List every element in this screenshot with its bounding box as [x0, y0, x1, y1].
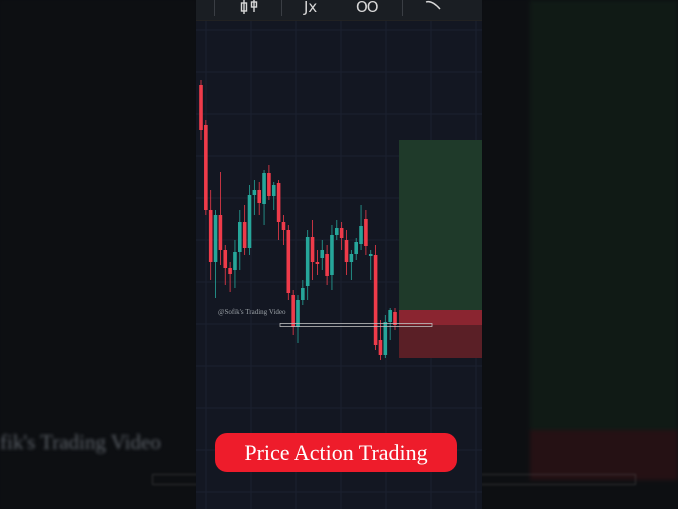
- candle-down: [339, 228, 344, 238]
- blurred-stop-zone: [530, 430, 678, 480]
- candle-down: [291, 295, 295, 327]
- candle-down: [242, 222, 247, 248]
- background-watermark: fik's Trading Video: [0, 430, 161, 454]
- fx-indicators-icon[interactable]: Jx: [304, 0, 318, 16]
- chart-toolbar: Jx OO: [196, 0, 482, 21]
- candle-down: [281, 222, 286, 230]
- candle-up: [296, 300, 300, 327]
- candlestick-chart: [196, 20, 482, 509]
- candle-up: [349, 254, 354, 262]
- candle-down: [208, 210, 213, 262]
- toolbar-divider: [281, 0, 282, 16]
- toolbar-divider: [214, 0, 215, 16]
- candle-up: [335, 228, 339, 235]
- candle-down: [204, 125, 208, 210]
- candle-up: [383, 322, 388, 355]
- candle-down: [267, 173, 271, 196]
- blurred-background-left: [0, 0, 196, 509]
- candle-up: [368, 254, 373, 256]
- watermark: @Sofik's Trading Video: [218, 308, 286, 316]
- candle-down: [228, 268, 232, 274]
- candle-up: [247, 195, 252, 248]
- candle-down: [378, 340, 383, 355]
- candle-down: [315, 262, 320, 264]
- candle-down: [310, 237, 315, 262]
- candle-up: [233, 252, 237, 270]
- candle-up: [301, 288, 305, 300]
- target-zone: [399, 140, 482, 310]
- candle-down: [325, 254, 329, 276]
- candle-up: [271, 185, 276, 196]
- candle-up: [320, 250, 325, 258]
- support-line: [279, 323, 433, 327]
- candle-down: [223, 250, 228, 268]
- candle-up: [213, 215, 218, 262]
- candle-up: [252, 190, 257, 195]
- candle-up: [388, 310, 392, 322]
- drawing-tool-icon[interactable]: [424, 0, 444, 18]
- candle-up: [359, 226, 363, 244]
- candle-down: [373, 255, 378, 345]
- candle-down: [218, 215, 223, 250]
- candle-up: [238, 222, 242, 252]
- compare-icon[interactable]: OO: [356, 0, 379, 16]
- candle-up: [330, 235, 334, 275]
- chart-panel: Jx OO: [196, 0, 482, 509]
- stop-zone-upper: [399, 310, 482, 325]
- candles-icon[interactable]: [239, 0, 261, 18]
- candle-down: [364, 219, 368, 246]
- candle-up: [262, 173, 266, 204]
- candle-down: [393, 312, 397, 325]
- candle-down: [344, 240, 349, 262]
- blurred-target-zone: [530, 0, 678, 430]
- candle-down: [286, 230, 291, 293]
- candle-down: [276, 183, 281, 222]
- candle-up: [354, 242, 358, 254]
- blurred-background-right: [482, 0, 678, 509]
- candle-up: [305, 237, 310, 286]
- toolbar-divider: [402, 0, 403, 16]
- candle-down: [199, 85, 203, 130]
- title-banner: Price Action Trading: [215, 433, 457, 472]
- candle-down: [257, 190, 261, 203]
